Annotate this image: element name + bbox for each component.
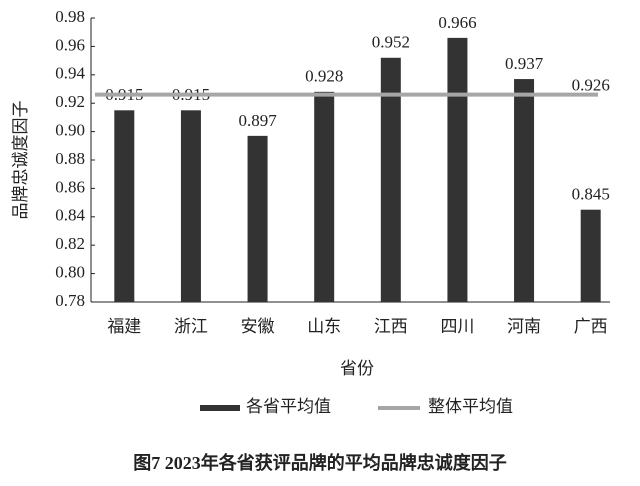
caption: 图7 2023年各省获评品牌的平均品牌忠诚度因子 xyxy=(133,452,507,473)
y-tick-label: 0.88 xyxy=(55,149,85,168)
y-tick-label: 0.96 xyxy=(55,35,85,54)
x-tick-label: 福建 xyxy=(107,317,141,336)
legend-label: 整体平均值 xyxy=(428,397,513,416)
y-tick-label: 0.94 xyxy=(55,64,85,83)
legend-label: 各省平均值 xyxy=(246,397,331,416)
data-label: 0.928 xyxy=(305,67,343,86)
x-axis-label: 省份 xyxy=(340,359,374,378)
bar xyxy=(580,209,601,302)
x-tick-label: 安徽 xyxy=(241,317,275,336)
x-tick-label: 广西 xyxy=(574,317,608,336)
x-tick-label: 山东 xyxy=(307,317,341,336)
reference-label: 0.926 xyxy=(572,76,610,95)
y-tick-label: 0.78 xyxy=(55,291,85,310)
bar xyxy=(247,135,268,302)
data-label: 0.845 xyxy=(572,185,610,204)
x-tick-label: 浙江 xyxy=(174,317,208,336)
bar xyxy=(514,79,535,302)
bar xyxy=(447,37,468,302)
y-tick-label: 0.90 xyxy=(55,121,85,140)
bar xyxy=(380,57,401,303)
legend-swatch xyxy=(200,405,240,411)
y-tick-label: 0.82 xyxy=(55,234,85,253)
y-axis-label: 品牌忠诚度因子 xyxy=(11,101,30,220)
bar xyxy=(180,110,201,302)
y-tick-label: 0.86 xyxy=(55,177,85,196)
data-label: 0.897 xyxy=(238,111,277,130)
data-label: 0.952 xyxy=(372,33,410,52)
y-tick-label: 0.84 xyxy=(55,206,85,225)
x-tick-label: 四川 xyxy=(440,317,474,336)
bar xyxy=(314,91,335,302)
data-label: 0.966 xyxy=(438,13,476,32)
y-tick-label: 0.98 xyxy=(55,7,85,26)
bar xyxy=(114,110,135,302)
data-label: 0.937 xyxy=(505,54,544,73)
x-tick-label: 江西 xyxy=(374,317,408,336)
y-tick-label: 0.92 xyxy=(55,92,85,111)
y-tick-label: 0.80 xyxy=(55,263,85,282)
x-tick-label: 河南 xyxy=(507,317,541,336)
